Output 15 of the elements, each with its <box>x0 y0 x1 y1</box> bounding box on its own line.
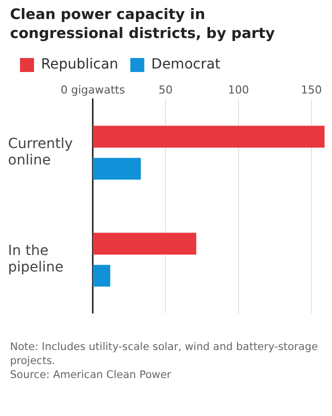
x-tick-label: 0 gigawatts <box>60 83 126 96</box>
bar <box>92 232 196 255</box>
bar <box>92 264 110 287</box>
chart-title: Clean power capacity in congressional districts, by party <box>10 6 276 44</box>
x-tick-label: 150 <box>300 83 322 96</box>
x-tick-label: 100 <box>228 83 250 96</box>
x-tick-label: 50 <box>158 83 173 96</box>
text: Note: Includes utility-scale solar, wind and battery-storage projects. <box>10 340 319 368</box>
bar <box>92 158 141 180</box>
y-tick-label: In the pipeline <box>8 242 64 276</box>
legend-label: Democrat <box>151 56 221 73</box>
source-note: Source: American Clean Power <box>10 368 172 382</box>
legend-label: Republican <box>41 56 118 73</box>
y-tick-label: Currently online <box>8 136 73 169</box>
bar <box>92 126 325 148</box>
